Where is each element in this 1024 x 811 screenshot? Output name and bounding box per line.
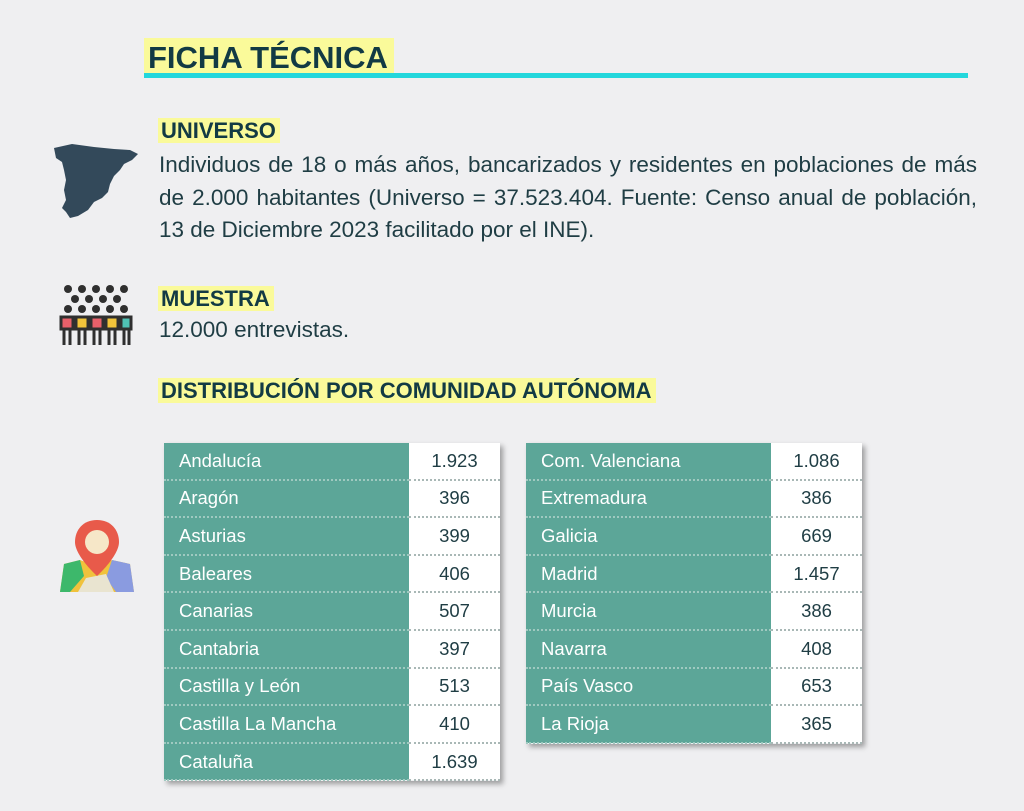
- region-name: Cantabria: [164, 629, 409, 669]
- region-value: 408: [771, 629, 862, 669]
- region-name: Asturias: [164, 517, 409, 556]
- muestra-heading: MUESTRA: [158, 286, 274, 312]
- table-row: Aragón 396: [164, 479, 500, 519]
- table-row: Castilla y León 513: [164, 667, 500, 707]
- table-row: Asturias 399: [164, 517, 500, 556]
- title-underline: [144, 73, 968, 78]
- table-row: Navarra 408: [526, 629, 862, 669]
- table-row: Canarias 507: [164, 592, 500, 631]
- universo-heading: UNIVERSO: [158, 118, 280, 144]
- region-name: Cataluña: [164, 742, 409, 782]
- distribution-heading: DISTRIBUCIÓN POR COMUNIDAD AUTÓNOMA: [158, 378, 656, 404]
- region-name: La Rioja: [526, 705, 771, 744]
- region-value: 1.923: [409, 443, 500, 481]
- region-value: 397: [409, 629, 500, 669]
- table-row: La Rioja 365: [526, 705, 862, 744]
- table-row: Castilla La Mancha 410: [164, 705, 500, 744]
- region-value: 507: [409, 592, 500, 631]
- region-name: Navarra: [526, 629, 771, 669]
- region-name: Murcia: [526, 592, 771, 631]
- table-row: Madrid 1.457: [526, 554, 862, 594]
- region-value: 406: [409, 554, 500, 594]
- table-row: Com. Valenciana 1.086: [526, 443, 862, 481]
- region-name: Extremadura: [526, 479, 771, 519]
- page-title: FICHA TÉCNICA: [144, 38, 394, 76]
- table-row: Extremadura 386: [526, 479, 862, 519]
- region-name: Baleares: [164, 554, 409, 594]
- table-row: Baleares 406: [164, 554, 500, 594]
- region-value: 1.639: [409, 742, 500, 782]
- region-name: Andalucía: [164, 443, 409, 481]
- region-name: Galicia: [526, 517, 771, 556]
- region-value: 399: [409, 517, 500, 556]
- table-row: Cataluña 1.639: [164, 742, 500, 782]
- table-row: Cantabria 397: [164, 629, 500, 669]
- region-name: Aragón: [164, 479, 409, 519]
- table-row: Andalucía 1.923: [164, 443, 500, 481]
- region-value: 653: [771, 667, 862, 707]
- universo-description: Individuos de 18 o más años, bancarizado…: [159, 152, 977, 242]
- regions-table-left: Andalucía 1.923 Aragón 396 Asturias 399 Balear…: [164, 443, 500, 782]
- region-value: 669: [771, 517, 862, 556]
- region-value: 1.457: [771, 554, 862, 594]
- region-value: 396: [409, 479, 500, 519]
- region-name: Canarias: [164, 592, 409, 631]
- muestra-description: 12.000 entrevistas.: [159, 317, 350, 342]
- table-row: País Vasco 653: [526, 667, 862, 707]
- table-row: Murcia 386: [526, 592, 862, 631]
- region-name: Com. Valenciana: [526, 443, 771, 481]
- regions-table-right: Com. Valenciana 1.086 Extremadura 386 Galici…: [526, 443, 862, 744]
- map-pin-icon: [60, 520, 134, 592]
- region-value: 1.086: [771, 443, 862, 481]
- people-icon: [59, 285, 133, 345]
- region-value: 365: [771, 705, 862, 744]
- region-value: 513: [409, 667, 500, 707]
- region-name: Madrid: [526, 554, 771, 594]
- spain-map-icon: [54, 144, 138, 218]
- region-name: País Vasco: [526, 667, 771, 707]
- region-value: 410: [409, 705, 500, 744]
- region-value: 386: [771, 479, 862, 519]
- region-name: Castilla y León: [164, 667, 409, 707]
- table-row: Galicia 669: [526, 517, 862, 556]
- region-name: Castilla La Mancha: [164, 705, 409, 744]
- region-value: 386: [771, 592, 862, 631]
